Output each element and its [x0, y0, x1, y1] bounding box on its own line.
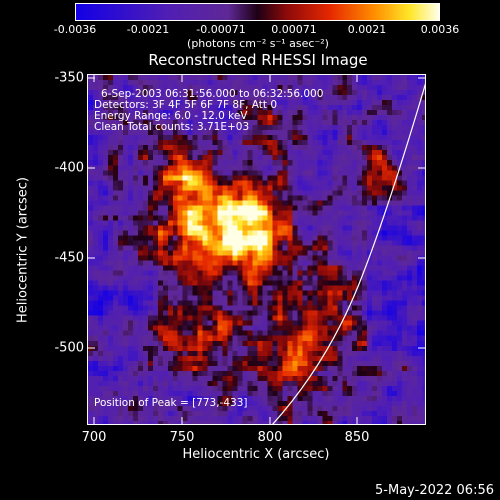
colorbar-tick: 0.0036: [420, 23, 460, 36]
colorbar-tick: 0.00071: [271, 23, 317, 36]
x-tick-label: 800: [257, 430, 283, 445]
y-tick-label: -500: [54, 340, 84, 356]
image-title: Reconstructed RHESSI Image: [148, 51, 368, 69]
colorbar-tick: -0.00071: [196, 23, 246, 36]
solar-limb-line: [271, 81, 426, 425]
colorbar-tick: -0.0021: [126, 23, 170, 36]
render-date: 5-May-2022 06:56: [375, 483, 494, 498]
y-tick-label: -450: [54, 250, 84, 266]
colorbar-unit: (photons cm⁻² s⁻¹ asec⁻²): [187, 37, 329, 50]
colorbar: [75, 3, 440, 21]
colorbar-tick: -0.0036: [53, 23, 97, 36]
colorbar-tick: 0.0021: [347, 23, 387, 36]
rhessi-image: [87, 74, 426, 425]
x-tick-label: 850: [344, 430, 370, 445]
time-range-text: 6-Sep-2003 06:31:56.000 to 06:32:56.000: [101, 88, 324, 100]
x-tick-label: 750: [169, 430, 195, 445]
y-tick-label: -350: [54, 70, 84, 86]
limb-overlay: [87, 74, 426, 425]
clean-counts-text: Clean Total counts: 3.71E+03: [94, 121, 250, 133]
heatmap-canvas: [88, 75, 425, 424]
axis-ticks: [87, 74, 426, 425]
x-axis-label: Heliocentric X (arcsec): [182, 447, 330, 462]
peak-position-text: Position of Peak = [773,-433]: [94, 397, 248, 409]
energy-range-text: Energy Range: 6.0 - 12.0 keV: [94, 110, 248, 122]
detectors-text: Detectors: 3F 4F 5F 6F 7F 8F, Att 0: [94, 99, 278, 111]
y-tick-label: -400: [54, 160, 84, 176]
y-axis-label: Heliocentric Y (arcsec): [15, 177, 31, 323]
x-tick-label: 700: [81, 430, 107, 445]
